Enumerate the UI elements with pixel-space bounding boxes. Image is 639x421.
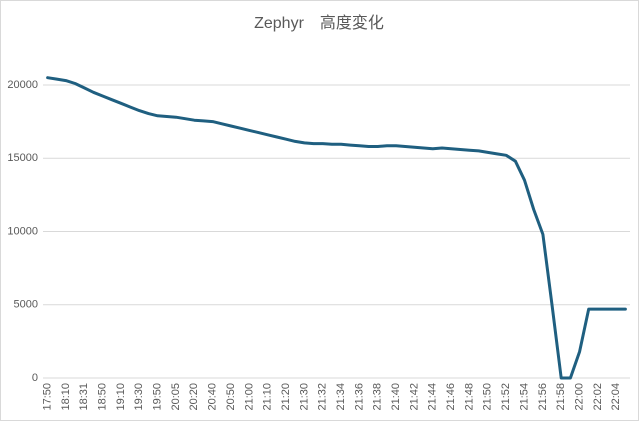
x-tick-label: 22:04 bbox=[610, 383, 622, 411]
x-tick-label: 21:30 bbox=[298, 383, 310, 411]
x-tick-label: 21:32 bbox=[317, 383, 329, 411]
x-tick-label: 21:44 bbox=[427, 383, 439, 411]
x-tick-label: 20:20 bbox=[188, 383, 200, 411]
x-tick-label: 21:50 bbox=[482, 383, 494, 411]
x-tick-label: 21:54 bbox=[518, 383, 530, 411]
x-tick-label: 17:50 bbox=[41, 383, 53, 411]
x-tick-label: 21:52 bbox=[500, 383, 512, 411]
y-tick-label: 5000 bbox=[14, 299, 38, 311]
x-tick-label: 21:38 bbox=[372, 383, 384, 411]
x-tick-label: 21:36 bbox=[353, 383, 365, 411]
x-tick-label: 21:20 bbox=[280, 383, 292, 411]
x-tick-label: 20:40 bbox=[207, 383, 219, 411]
chart-title: Zephyr 高度変化 bbox=[254, 14, 384, 32]
x-tick-label: 21:00 bbox=[243, 383, 255, 411]
x-tick-label: 22:02 bbox=[592, 383, 604, 411]
x-tick-label: 22:00 bbox=[573, 383, 585, 411]
y-tick-label: 20000 bbox=[7, 79, 38, 91]
x-tick-label: 19:50 bbox=[152, 383, 164, 411]
x-tick-label: 21:46 bbox=[445, 383, 457, 411]
x-tick-label: 20:05 bbox=[170, 383, 182, 411]
y-tick-label: 0 bbox=[32, 372, 38, 384]
x-tick-label: 19:10 bbox=[115, 383, 127, 411]
x-tick-label: 18:31 bbox=[78, 383, 90, 411]
x-tick-label: 21:42 bbox=[408, 383, 420, 411]
y-tick-label: 10000 bbox=[7, 225, 38, 237]
x-tick-label: 21:10 bbox=[262, 383, 274, 411]
x-tick-label: 18:10 bbox=[60, 383, 72, 411]
y-tick-label: 15000 bbox=[7, 152, 38, 164]
x-tick-label: 18:50 bbox=[97, 383, 109, 411]
x-tick-label: 21:48 bbox=[463, 383, 475, 411]
x-tick-label: 21:40 bbox=[390, 383, 402, 411]
data-line bbox=[46, 76, 627, 380]
x-tick-label: 21:58 bbox=[555, 383, 567, 411]
x-tick-label: 19:30 bbox=[133, 383, 145, 411]
x-tick-label: 21:34 bbox=[335, 383, 347, 411]
x-tick-label: 21:56 bbox=[537, 383, 549, 411]
x-tick-label: 20:50 bbox=[225, 383, 237, 411]
